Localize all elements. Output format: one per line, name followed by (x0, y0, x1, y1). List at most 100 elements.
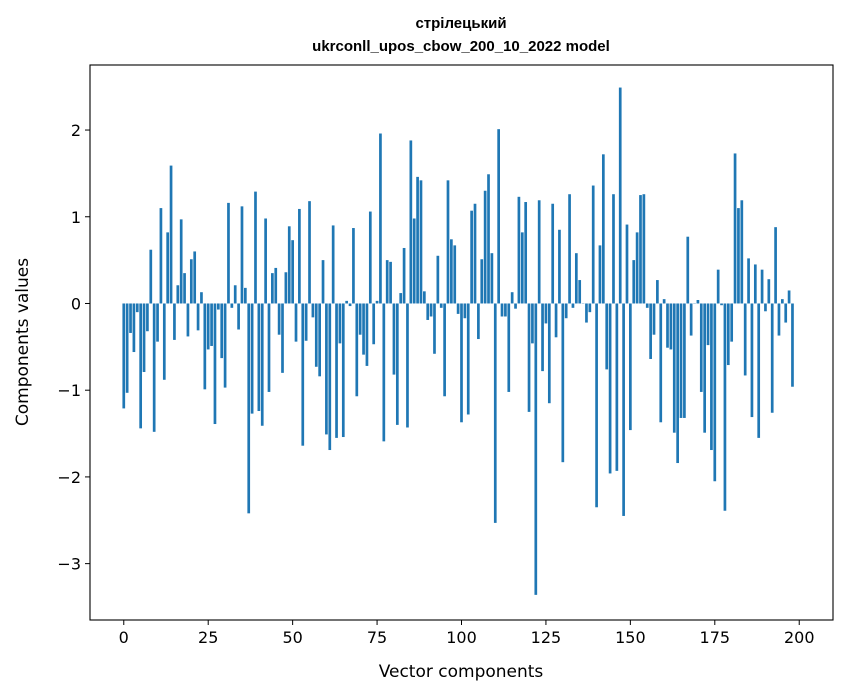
bar-91 (429, 303, 433, 317)
bar-121 (531, 303, 534, 344)
bar-168 (689, 303, 693, 336)
bar-67 (348, 303, 352, 307)
bar-122 (534, 303, 538, 595)
x-tick-label: 0 (119, 628, 129, 647)
bar-196 (784, 303, 788, 323)
bar-74 (372, 303, 376, 345)
y-tick-label: −3 (57, 555, 81, 574)
bar-194 (777, 303, 781, 336)
bar-189 (760, 269, 764, 304)
bar-65 (341, 303, 345, 438)
bar-56 (311, 303, 315, 318)
bar-53 (301, 303, 305, 446)
bar-37 (247, 303, 251, 514)
bar-147 (618, 87, 622, 304)
bar-175 (713, 303, 717, 482)
bar-164 (676, 303, 679, 464)
y-tick-label: −1 (57, 381, 81, 400)
bar-159 (659, 303, 663, 423)
bar-95 (443, 303, 446, 397)
bar-118 (520, 232, 524, 304)
bar-7 (146, 303, 149, 332)
y-tick-label: 2 (71, 121, 81, 140)
bar-96 (446, 180, 450, 304)
bar-119 (524, 202, 528, 304)
bar-111 (497, 129, 500, 304)
bar-50 (291, 240, 294, 304)
bar-143 (605, 303, 609, 370)
bar-179 (726, 303, 730, 366)
bar-18 (183, 273, 186, 304)
bar-113 (504, 303, 507, 317)
bar-60 (325, 303, 328, 435)
bar-154 (642, 194, 646, 304)
bar-23 (200, 292, 203, 304)
bar-182 (737, 208, 740, 304)
bar-156 (649, 303, 652, 359)
bar-46 (277, 303, 281, 335)
bar-20 (189, 259, 193, 304)
bar-80 (392, 303, 396, 375)
bar-146 (615, 303, 619, 471)
bar-157 (652, 303, 656, 335)
bar-77 (382, 303, 386, 442)
bar-161 (666, 303, 669, 348)
bar-76 (379, 133, 382, 304)
x-tick-label: 25 (198, 628, 218, 647)
bar-102 (466, 303, 470, 415)
bar-86 (412, 218, 416, 304)
bar-8 (149, 249, 153, 304)
bar-192 (770, 303, 774, 413)
bar-29 (220, 303, 224, 359)
bar-172 (703, 303, 707, 433)
bar-133 (571, 303, 575, 308)
bar-83 (402, 247, 406, 304)
bar-134 (574, 253, 578, 304)
bar-81 (395, 303, 399, 425)
bar-105 (477, 303, 480, 340)
bar-163 (672, 303, 676, 433)
y-axis-ticks: −3 −2 −1 0 1 2 (57, 121, 90, 574)
bar-71 (362, 303, 365, 355)
bar-177 (720, 303, 723, 306)
bar-34 (237, 303, 240, 330)
bar-138 (588, 303, 592, 313)
bar-137 (585, 303, 588, 323)
bar-142 (601, 154, 605, 304)
bar-185 (747, 258, 750, 304)
bar-4 (135, 303, 139, 313)
bar-9 (152, 303, 156, 432)
bar-78 (385, 260, 389, 304)
bar-5 (139, 303, 143, 429)
bar-141 (598, 245, 602, 304)
bar-126 (547, 303, 551, 404)
bar-193 (774, 227, 777, 304)
bar-123 (537, 200, 541, 304)
bar-167 (686, 236, 690, 304)
bar-73 (368, 211, 372, 304)
chart-title-line-2: ukrconll_upos_cbow_200_10_2022 model (312, 38, 610, 55)
bar-32 (230, 303, 234, 308)
x-tick-label: 100 (446, 628, 477, 647)
bar-19 (186, 303, 190, 337)
bar-106 (480, 259, 484, 304)
bar-39 (254, 191, 257, 304)
bar-30 (223, 303, 227, 388)
bar-158 (656, 280, 659, 304)
bar-21 (193, 251, 197, 304)
y-axis-label: Components values (13, 258, 33, 426)
bars-group (122, 87, 794, 595)
bar-178 (723, 303, 727, 511)
bar-128 (554, 303, 558, 338)
bar-82 (399, 293, 403, 304)
bar-117 (517, 196, 521, 304)
bar-12 (162, 303, 166, 380)
bar-75 (375, 300, 379, 304)
bar-35 (240, 206, 244, 304)
y-tick-label: 0 (71, 294, 81, 313)
bar-26 (210, 303, 213, 346)
bar-6 (142, 303, 146, 372)
x-tick-label: 150 (615, 628, 646, 647)
bar-125 (544, 303, 548, 324)
